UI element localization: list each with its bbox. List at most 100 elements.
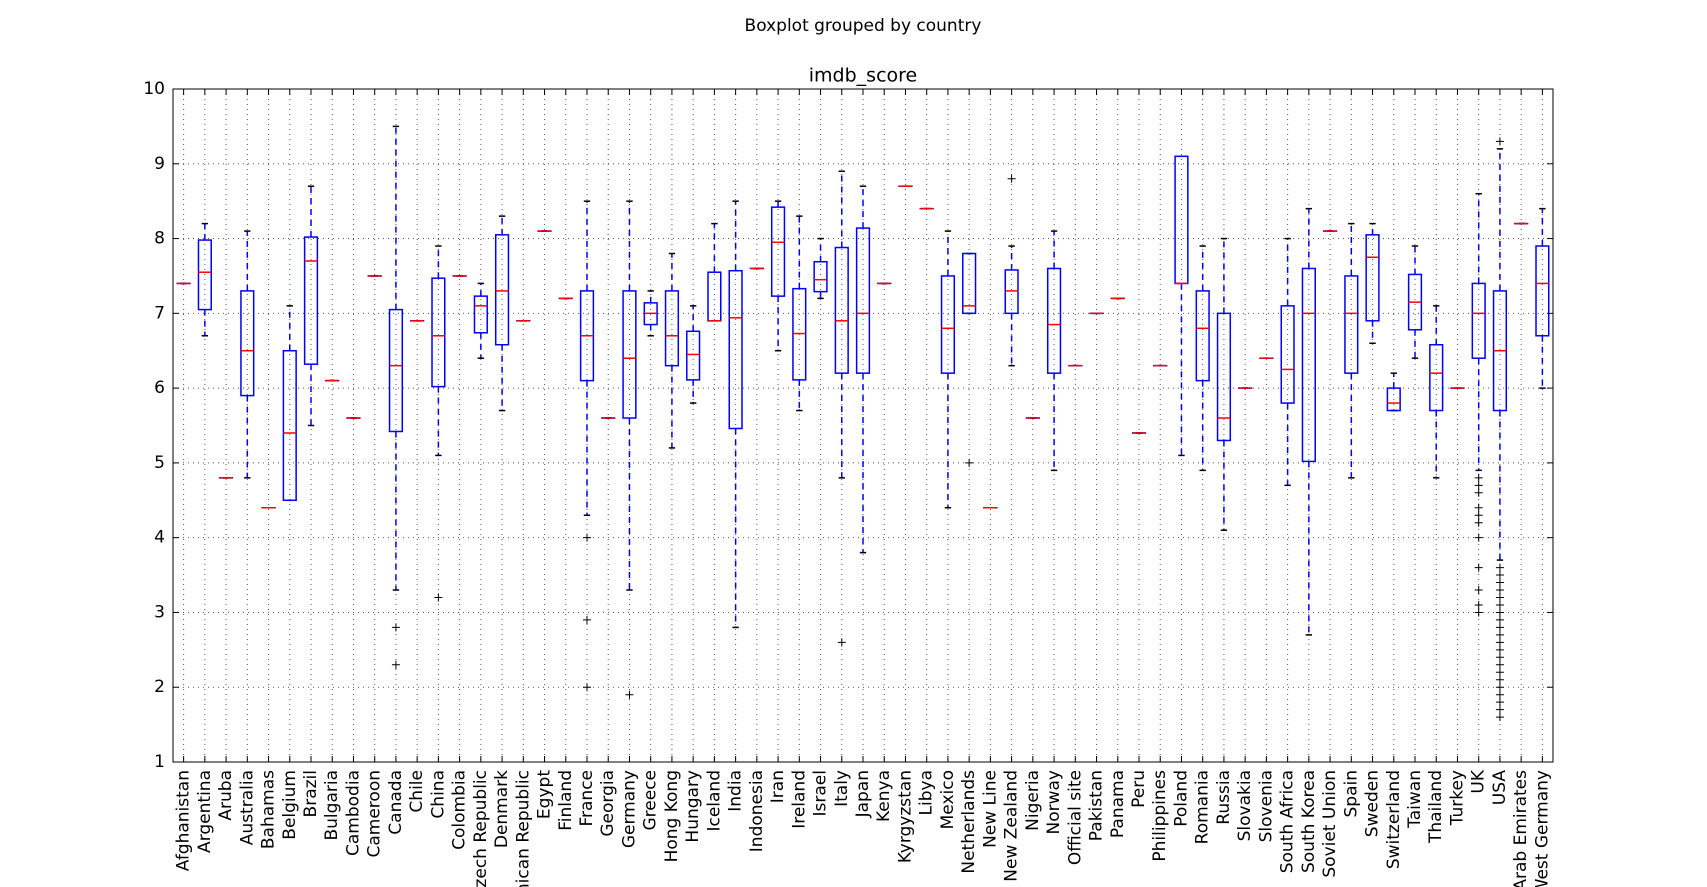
flier: [1474, 481, 1483, 490]
y-tick-label: 3: [154, 602, 165, 622]
flier: [1495, 660, 1504, 669]
x-tick-label: Philippines: [1150, 770, 1170, 862]
flier: [1495, 630, 1504, 639]
x-tick-label: Panama: [1108, 770, 1128, 838]
flier: [625, 690, 634, 699]
x-tick-label: West Germany: [1532, 770, 1552, 887]
flier: [1495, 578, 1504, 587]
x-tick-label: Chile: [407, 770, 427, 813]
box: [940, 275, 956, 374]
box: [1535, 245, 1550, 337]
box: [1301, 267, 1316, 463]
box: [1195, 290, 1210, 382]
x-tick-label: Iceland: [704, 770, 724, 832]
box: [1365, 234, 1380, 322]
x-tick-label: Romania: [1193, 770, 1213, 844]
x-tick-label: Canada: [386, 770, 406, 835]
flier: [1474, 488, 1483, 497]
flier: [1474, 533, 1483, 542]
flier: [1474, 511, 1483, 520]
flier: [583, 533, 591, 542]
box: [855, 227, 871, 374]
box: [622, 290, 637, 419]
flier: [1495, 653, 1504, 662]
flier: [1495, 571, 1504, 580]
flier: [1495, 600, 1504, 609]
box: [282, 349, 297, 502]
box: [813, 260, 828, 293]
x-tick-label: Afghanistan: [174, 770, 194, 871]
x-tick-label: Russia: [1214, 770, 1234, 825]
x-tick-label: New Zealand: [1002, 770, 1022, 882]
flier: [1495, 638, 1504, 647]
box: [1471, 282, 1486, 359]
x-tick-label: Nigeria: [1023, 770, 1043, 831]
box: [473, 295, 488, 334]
flier: [1495, 137, 1504, 146]
box: [686, 330, 701, 381]
box: [303, 236, 319, 365]
flier: [1495, 683, 1504, 692]
box: [1429, 343, 1444, 412]
x-tick-label: Pakistan: [1087, 770, 1107, 841]
x-tick-label: Switzerland: [1384, 770, 1404, 869]
y-tick-label: 8: [154, 229, 165, 249]
axes-title: imdb_score: [809, 65, 917, 87]
y-tick-label: 9: [154, 154, 165, 174]
x-tick-label: Australia: [237, 770, 257, 845]
flier: [1007, 174, 1016, 183]
x-tick-label: Mexico: [938, 770, 958, 829]
x-tick-label: Hungary: [683, 770, 703, 843]
flier: [391, 623, 400, 632]
x-tick-label: South Africa: [1278, 770, 1298, 873]
flier: [583, 615, 591, 624]
flier: [1495, 698, 1504, 707]
x-tick-label: Slovenia: [1256, 770, 1276, 842]
box: [1386, 387, 1401, 412]
y-tick-label: 5: [154, 453, 165, 473]
x-tick-label: Cambodia: [343, 770, 363, 856]
box: [431, 277, 446, 388]
flier: [1495, 608, 1504, 617]
box: [664, 290, 680, 367]
flier: [1474, 600, 1483, 609]
flier: [1495, 690, 1504, 699]
x-tick-label: Thailand: [1426, 770, 1446, 844]
flier: [434, 593, 443, 602]
flier: [1495, 563, 1504, 572]
box: [770, 206, 786, 297]
x-tick-label: USA: [1490, 770, 1510, 806]
box: [197, 239, 212, 311]
x-tick-label: Argentina: [195, 770, 215, 853]
y-tick-label: 1: [154, 752, 165, 772]
x-tick-label: Hong Kong: [662, 770, 682, 862]
x-tick-label: Brazil: [301, 770, 321, 817]
x-tick-label: United Arab Emirates: [1511, 770, 1531, 887]
flier: [1495, 668, 1504, 677]
x-tick-label: Norway: [1044, 770, 1064, 835]
x-tick-label: Cameroon: [365, 770, 385, 858]
x-tick-label: Official site: [1065, 770, 1085, 865]
x-tick-label: Denmark: [492, 770, 512, 848]
x-tick-label: Poland: [1171, 770, 1191, 827]
x-tick-label: Spain: [1341, 770, 1361, 818]
x-tick-label: Indonesia: [747, 770, 767, 852]
box: [962, 252, 977, 315]
flier: [1495, 705, 1504, 714]
x-tick-label: Germany: [619, 770, 639, 848]
x-tick-label: Kyrgyzstan: [895, 770, 915, 863]
x-tick-label: Kenya: [874, 770, 894, 822]
flier: [1495, 675, 1504, 684]
flier: [1474, 586, 1483, 595]
x-tick-label: Egypt: [535, 770, 555, 819]
box: [834, 246, 849, 374]
flier: [1495, 586, 1504, 595]
flier: [1474, 608, 1483, 617]
flier: [1495, 593, 1504, 602]
x-tick-label: New Line: [980, 770, 1000, 848]
flier: [1474, 518, 1483, 527]
x-tick-label: Iran: [768, 770, 788, 803]
x-tick-label: Israel: [811, 770, 831, 816]
x-tick-label: Aruba: [216, 770, 236, 821]
